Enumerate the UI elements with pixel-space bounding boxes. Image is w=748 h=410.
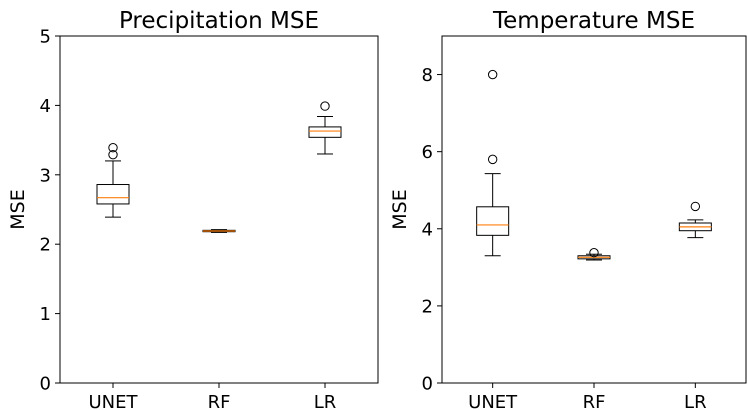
- panel-2-y-tick-label: 4: [422, 219, 433, 240]
- panel-2-lr-outlier-point: [690, 201, 701, 212]
- panel-2-x-tick-label: LR: [684, 392, 707, 410]
- panel-1-y-tick-label: 3: [40, 165, 51, 186]
- panel-2-x-tick-label: UNET: [468, 392, 518, 410]
- panel-2-y-axis-label: MSE: [389, 189, 411, 229]
- panel-1-y-tick-label: 4: [40, 96, 51, 117]
- panel-1-x-tick-label: UNET: [88, 392, 138, 410]
- panel-1-y-tick-label: 1: [40, 304, 51, 325]
- panel-1-lr-box: [308, 126, 342, 138]
- panel-1-y-axis-label: MSE: [7, 189, 29, 229]
- panel-1-axes-frame: [59, 35, 379, 384]
- panel-1-y-tick-label: 0: [40, 374, 51, 395]
- panel-1-y-tick-label: 2: [40, 235, 51, 256]
- panel-1-x-tick-label: RF: [208, 392, 231, 410]
- panel-2-y-tick-label: 6: [422, 142, 433, 163]
- panel-1-chart-title: Precipitation MSE: [119, 8, 319, 34]
- panel-2-y-tick-label: 8: [422, 65, 433, 86]
- panel-2-y-tick-label: 2: [422, 296, 433, 317]
- panel-2-rf-outlier-point: [589, 247, 599, 258]
- panel-1-unet-outlier-point: [108, 149, 118, 160]
- panel-2-axes-frame: [441, 35, 747, 384]
- panel-2-y-tick-label: 0: [422, 374, 433, 395]
- panel-1-x-tick-label: LR: [314, 392, 337, 410]
- panel-2-unet-box: [476, 206, 510, 236]
- panel-2-unet-outlier-point: [487, 69, 498, 80]
- panel-2-x-tick-label: RF: [583, 392, 606, 410]
- panel-2-unet-outlier-point: [487, 154, 498, 165]
- panel-1-unet-box: [96, 184, 130, 205]
- panel-1-lr-outlier-point: [320, 101, 330, 111]
- panel-1-y-tick-label: 5: [40, 27, 51, 48]
- panel-1-unet-outlier-point: [108, 143, 118, 153]
- panel-2-chart-title: Temperature MSE: [492, 8, 695, 34]
